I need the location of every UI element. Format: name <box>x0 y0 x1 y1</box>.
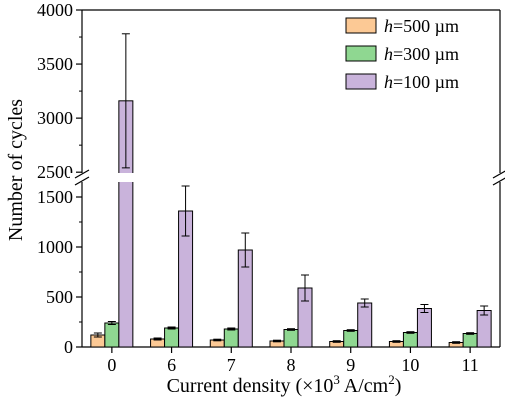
y-tick-label: 3500 <box>37 54 73 74</box>
bar <box>357 302 373 348</box>
y-tick-label: 500 <box>46 287 73 307</box>
bar <box>476 310 492 348</box>
axis-break-marks <box>70 169 505 186</box>
x-tick-label: 7 <box>227 355 236 375</box>
break-slash <box>74 176 90 186</box>
y-tick-label: 3000 <box>37 108 73 128</box>
x-tick-label: 6 <box>167 355 176 375</box>
legend: h=500 µm h=300 µm h=100 µm <box>345 16 459 92</box>
y-tick-label: 1500 <box>37 187 73 207</box>
bar <box>416 308 432 348</box>
ticks-layer: 0 6 7 8 9 10 11 0 500 1000 1500 2500 3000 3500 4000 <box>37 0 479 375</box>
axis-break-gap <box>70 173 505 182</box>
bar <box>462 333 478 348</box>
bar <box>283 329 299 348</box>
legend-label: h=500 µm <box>384 16 459 36</box>
x-tick-label: 8 <box>287 355 296 375</box>
error-bars-layer <box>93 33 489 344</box>
bar <box>343 330 359 348</box>
y-tick-label: 4000 <box>37 0 73 20</box>
bar <box>164 327 180 348</box>
y-axis-title: Number of cycles <box>5 99 27 241</box>
bars-layer <box>90 100 492 348</box>
legend-label: h=100 µm <box>384 72 459 92</box>
bar <box>402 332 418 348</box>
x-tick-label: 10 <box>401 355 419 375</box>
legend-label: h=300 µm <box>384 44 459 64</box>
legend-swatch <box>345 73 377 90</box>
legend-swatch <box>345 17 377 34</box>
bar <box>104 322 120 348</box>
legend-swatch <box>345 45 377 62</box>
x-tick-label: 0 <box>107 355 116 375</box>
bar <box>223 328 239 348</box>
y-tick-label: 2500 <box>37 162 73 182</box>
y-tick-label: 1000 <box>37 237 73 257</box>
x-tick-label: 11 <box>461 355 478 375</box>
x-tick-label: 9 <box>346 355 355 375</box>
break-slash <box>74 169 90 179</box>
y-tick-label: 0 <box>64 337 73 357</box>
x-axis-title: Current density (×103 A/cm2) <box>167 372 402 397</box>
